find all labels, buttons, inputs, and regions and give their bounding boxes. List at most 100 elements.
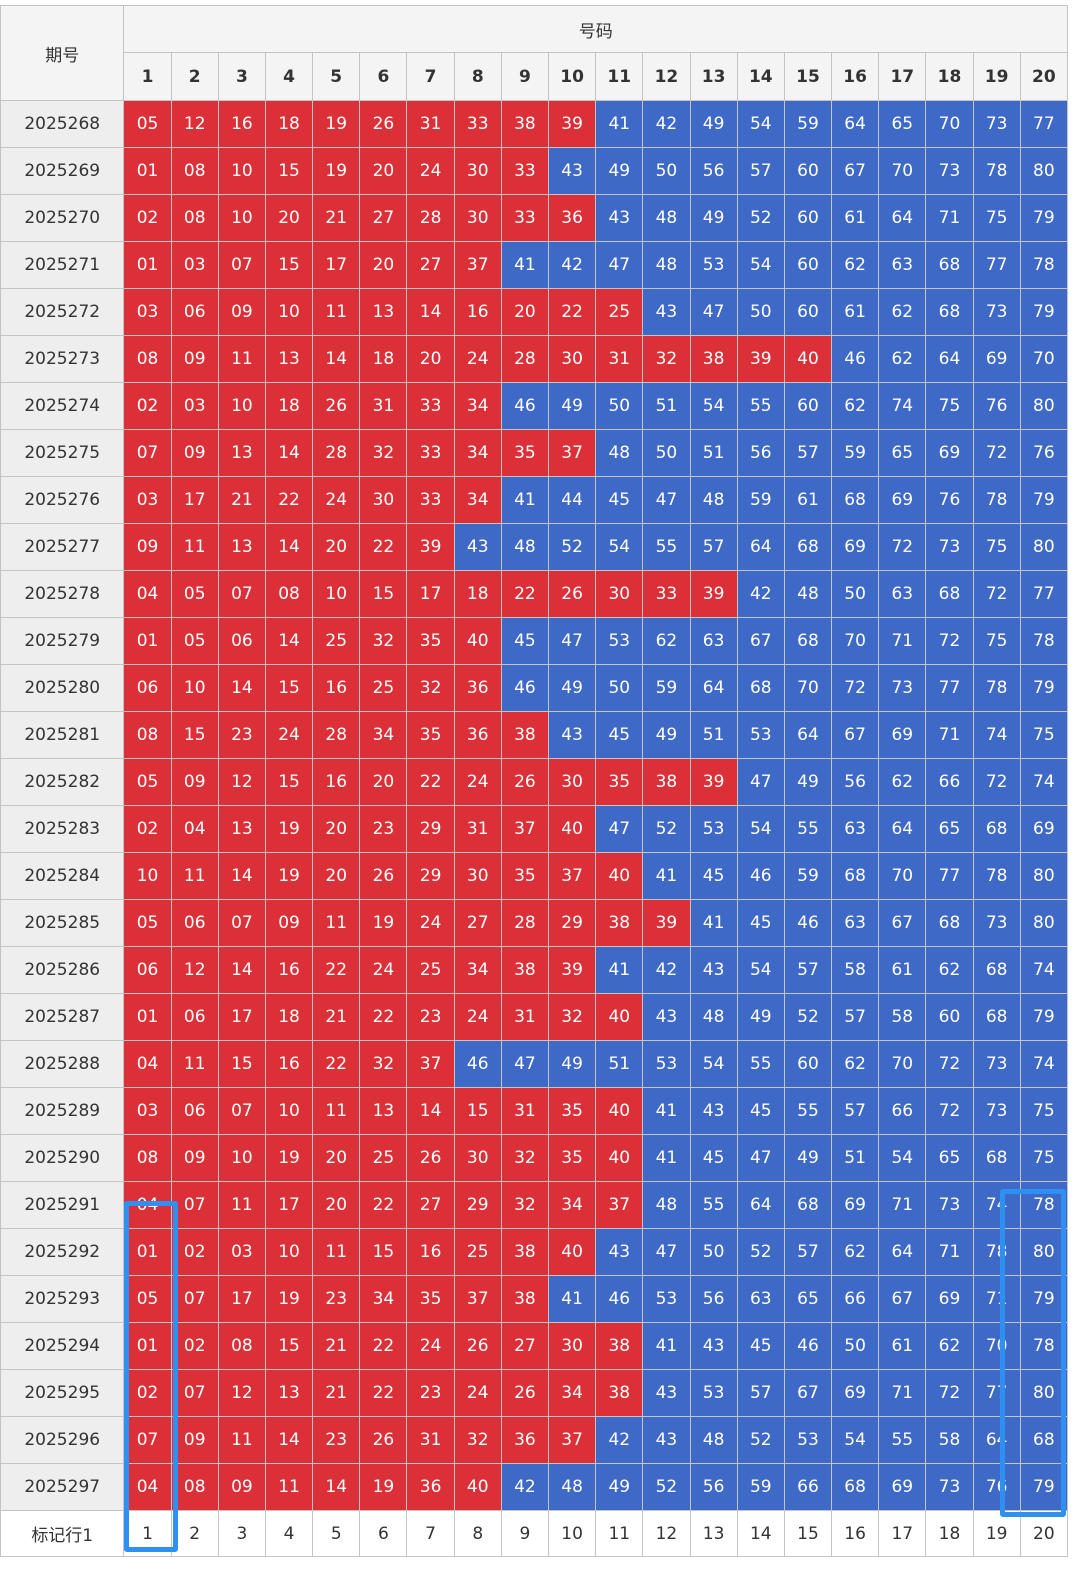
number-cell: 53: [783, 1416, 833, 1464]
number-cell: 20: [312, 523, 361, 571]
number-cell: 26: [359, 1416, 408, 1464]
number-cell: 77: [925, 664, 974, 712]
period-cell: 2025277: [0, 523, 125, 571]
number-cell: 21: [217, 476, 266, 524]
column-index-header: 16: [831, 52, 880, 101]
number-cell: 40: [783, 335, 833, 383]
number-cell: 62: [642, 617, 691, 665]
number-cell: 33: [406, 382, 455, 430]
number-cell: 40: [595, 852, 644, 900]
number-cell: 45: [736, 1087, 785, 1135]
number-cell: 02: [123, 382, 172, 430]
number-cell: 36: [406, 1463, 455, 1511]
number-cell: 23: [406, 993, 455, 1041]
number-cell: 03: [170, 241, 219, 289]
number-cell: 33: [500, 147, 550, 195]
period-cell: 2025273: [0, 335, 125, 383]
number-cell: 77: [972, 241, 1021, 289]
number-cell: 34: [453, 429, 502, 477]
number-cell: 30: [453, 147, 502, 195]
table-row: 2025273 08 09 11 13 14 18 20 24 28 30 31 32 38 39 40 46 6…: [0, 335, 1069, 383]
table-row: 2025277 09 11 13 14 20 22 39 43 48 52 54 55 57 64 68 69 7…: [0, 523, 1069, 571]
number-cell: 14: [217, 852, 266, 900]
number-cell: 39: [406, 523, 455, 571]
number-cell: 63: [831, 899, 880, 947]
number-cell: 05: [123, 758, 172, 806]
number-cell: 08: [170, 147, 219, 195]
table-row: 2025268 05 12 16 18 19 26 31 33 38 39 41 42 49 54 59 64 6…: [0, 100, 1069, 148]
number-cell: 73: [972, 100, 1021, 148]
number-cell: 65: [925, 805, 974, 853]
number-cell: 23: [312, 1416, 361, 1464]
number-cell: 61: [831, 194, 880, 242]
number-cell: 49: [547, 1040, 597, 1088]
number-cell: 38: [595, 899, 644, 947]
number-cell: 13: [217, 523, 266, 571]
number-cell: 68: [783, 1181, 833, 1229]
number-cell: 32: [406, 664, 455, 712]
marker-cell: 15: [783, 1510, 833, 1557]
marker-cell: 12: [642, 1510, 691, 1557]
number-cell: 19: [264, 805, 314, 853]
number-cell: 07: [217, 899, 266, 947]
number-cell: 62: [831, 1040, 880, 1088]
table-row: 2025276 03 17 21 22 24 30 33 34 41 44 45 47 48 59 61 68 6…: [0, 476, 1069, 524]
number-cell: 14: [264, 523, 314, 571]
number-cell: 11: [217, 1181, 266, 1229]
number-cell: 41: [595, 946, 644, 994]
number-cell: 27: [500, 1322, 550, 1370]
number-cell: 45: [689, 852, 738, 900]
period-cell: 2025296: [0, 1416, 125, 1464]
number-cell: 57: [831, 993, 880, 1041]
number-cell: 16: [453, 288, 502, 336]
number-cell: 19: [359, 1463, 408, 1511]
number-cell: 39: [642, 899, 691, 947]
number-cell: 16: [312, 758, 361, 806]
number-cell: 63: [878, 241, 927, 289]
number-cell: 38: [595, 1369, 644, 1417]
number-cell: 02: [170, 1228, 219, 1276]
number-cell: 01: [123, 241, 172, 289]
number-cell: 39: [689, 758, 738, 806]
number-cell: 26: [500, 1369, 550, 1417]
number-cell: 60: [783, 147, 833, 195]
number-cell: 63: [878, 570, 927, 618]
number-cell: 47: [547, 617, 597, 665]
period-cell: 2025291: [0, 1181, 125, 1229]
number-cell: 65: [878, 429, 927, 477]
number-cell: 13: [359, 288, 408, 336]
number-cell: 21: [312, 194, 361, 242]
number-cell: 42: [736, 570, 785, 618]
number-cell: 59: [736, 476, 785, 524]
number-cell: 76: [972, 1463, 1021, 1511]
number-cell: 61: [831, 288, 880, 336]
number-cell: 13: [359, 1087, 408, 1135]
number-cell: 32: [453, 1416, 502, 1464]
period-cell: 2025275: [0, 429, 125, 477]
period-cell: 2025280: [0, 664, 125, 712]
number-cell: 70: [972, 1322, 1021, 1370]
number-cell: 14: [217, 946, 266, 994]
number-cell: 50: [595, 664, 644, 712]
number-cell: 55: [783, 805, 833, 853]
number-cell: 40: [595, 993, 644, 1041]
period-cell: 2025269: [0, 147, 125, 195]
number-cell: 15: [453, 1087, 502, 1135]
number-cell: 10: [217, 194, 266, 242]
number-cell: 42: [500, 1463, 550, 1511]
table-row: 2025287 01 06 17 18 21 22 23 24 31 32 40 43 48 49 52 57 5…: [0, 993, 1069, 1041]
table-row: 2025293 05 07 17 19 23 34 35 37 38 41 46 53 56 63 65 66 6…: [0, 1275, 1069, 1323]
number-cell: 73: [972, 899, 1021, 947]
numbers-header: 号码: [123, 5, 1068, 53]
number-cell: 78: [972, 852, 1021, 900]
number-cell: 32: [359, 617, 408, 665]
number-cell: 69: [878, 711, 927, 759]
table-row: 2025289 03 06 07 10 11 13 14 15 31 35 40 41 43 45 55 57 6…: [0, 1087, 1069, 1135]
number-cell: 22: [359, 1181, 408, 1229]
number-cell: 36: [453, 711, 502, 759]
number-cell: 78: [972, 147, 1021, 195]
number-cell: 08: [170, 194, 219, 242]
marker-cell: 6: [359, 1510, 408, 1557]
number-cell: 19: [312, 147, 361, 195]
number-cell: 02: [170, 1322, 219, 1370]
